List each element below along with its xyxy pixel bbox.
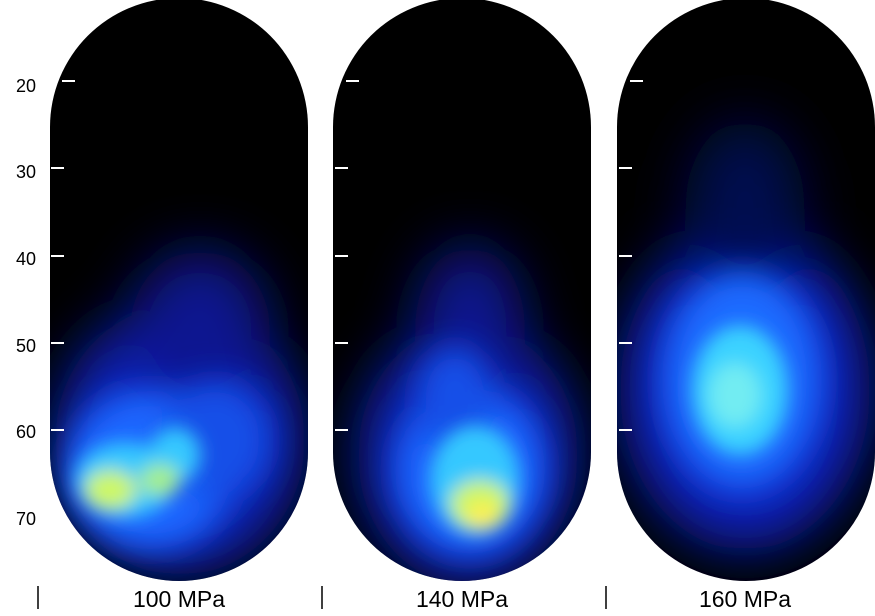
panel-label: 100 MPa	[133, 586, 225, 611]
y-tick-label: 60	[16, 422, 36, 442]
y-tick-label: 40	[16, 249, 36, 269]
y-tick-label: 30	[16, 162, 36, 182]
y-tick-label: 20	[16, 76, 36, 96]
y-axis: 20 30 40 50 60 70	[16, 76, 36, 529]
flame-panel-160mpa: 160 MPa	[605, 0, 875, 612]
panel-label: 140 MPa	[416, 586, 508, 611]
panel-label: 160 MPa	[699, 586, 791, 611]
flame-panel-100mpa: 100 MPa	[37, 0, 308, 612]
flame-panel-140mpa: 140 MPa	[321, 0, 591, 612]
y-tick-label: 50	[16, 336, 36, 356]
y-tick-label: 70	[16, 509, 36, 529]
